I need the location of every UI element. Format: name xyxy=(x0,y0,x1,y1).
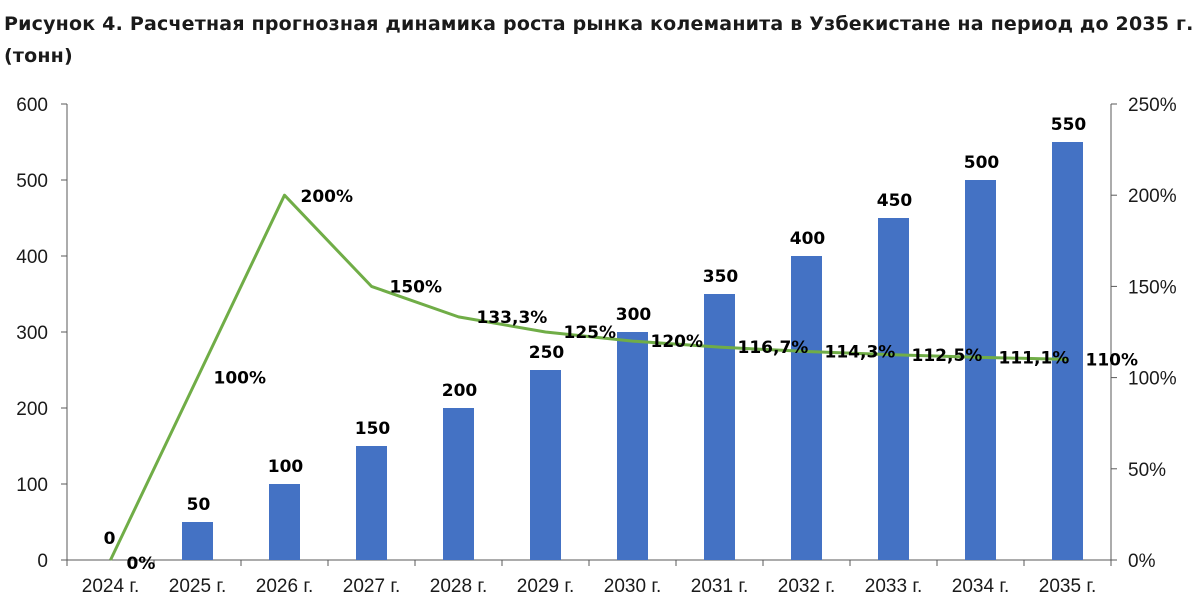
bar-value-label: 50 xyxy=(187,495,211,515)
x-tick-label: 2028 г. xyxy=(430,576,487,597)
y-left-tick-label: 300 xyxy=(16,323,48,344)
bar xyxy=(182,522,213,560)
y-left-tick-label: 200 xyxy=(16,399,48,420)
line-value-label: 150% xyxy=(390,277,443,297)
bar xyxy=(965,180,996,560)
line-value-label: 125% xyxy=(564,323,617,343)
x-tick-label: 2032 г. xyxy=(778,576,835,597)
x-tick-label: 2030 г. xyxy=(604,576,661,597)
x-tick-label: 2033 г. xyxy=(865,576,922,597)
bar-value-label: 450 xyxy=(877,191,913,211)
bar xyxy=(356,446,387,560)
y-right-tick-label: 200% xyxy=(1128,186,1177,207)
line-value-label: 112,5% xyxy=(912,346,983,366)
bar-value-label: 150 xyxy=(355,419,391,439)
y-right-tick-label: 100% xyxy=(1128,369,1177,390)
line-value-label: 116,7% xyxy=(738,338,809,358)
x-tick-label: 2029 г. xyxy=(517,576,574,597)
x-tick-label: 2024 г. xyxy=(82,576,139,597)
bar xyxy=(791,256,822,560)
bar-value-label: 500 xyxy=(964,153,1000,173)
axes: 01002003004005006000%50%100%150%200%250%… xyxy=(16,95,1176,597)
y-left-tick-label: 100 xyxy=(16,475,48,496)
y-right-tick-label: 150% xyxy=(1128,277,1177,298)
bar-value-label: 400 xyxy=(790,229,826,249)
line-value-label: 111,1% xyxy=(999,348,1070,368)
x-tick-label: 2027 г. xyxy=(343,576,400,597)
x-tick-label: 2026 г. xyxy=(256,576,313,597)
y-left-tick-label: 500 xyxy=(16,171,48,192)
bar-value-label: 550 xyxy=(1051,115,1087,135)
growth-line xyxy=(109,193,1068,561)
x-tick-label: 2025 г. xyxy=(169,576,226,597)
y-left-tick-label: 400 xyxy=(16,247,48,268)
chart-title: Рисунок 4. Расчетная прогнозная динамика… xyxy=(4,13,1194,67)
line-series xyxy=(109,193,1068,561)
x-tick-label: 2035 г. xyxy=(1039,576,1096,597)
x-tick-label: 2031 г. xyxy=(691,576,748,597)
line-value-label: 200% xyxy=(301,187,354,207)
y-right-tick-label: 0% xyxy=(1128,551,1156,572)
bar-value-label: 250 xyxy=(529,343,565,363)
line-value-label: 0% xyxy=(127,554,156,574)
bar xyxy=(617,332,648,560)
bar xyxy=(269,484,300,560)
y-left-tick-label: 600 xyxy=(16,95,48,116)
line-value-label: 133,3% xyxy=(477,308,548,328)
y-left-tick-label: 0 xyxy=(37,551,48,572)
bar-series xyxy=(182,142,1083,560)
line-value-label: 100% xyxy=(214,369,267,389)
y-right-tick-label: 250% xyxy=(1128,95,1177,116)
bar xyxy=(530,370,561,560)
bar xyxy=(878,218,909,560)
line-value-label: 110% xyxy=(1086,350,1139,370)
line-value-label: 120% xyxy=(651,332,704,352)
bar-value-label: 350 xyxy=(703,267,739,287)
y-right-tick-label: 50% xyxy=(1128,460,1166,481)
bar xyxy=(1052,142,1083,560)
bar-value-label: 100 xyxy=(268,457,304,477)
data-labels: 0 50 100 150 200 250 300 350 400 450 500 550 0% 100% 2… xyxy=(104,115,1138,574)
bar-value-label: 300 xyxy=(616,305,652,325)
bar-value-label: 0 xyxy=(104,529,116,549)
bar-value-label: 200 xyxy=(442,381,478,401)
x-tick-label: 2034 г. xyxy=(952,576,1009,597)
bar xyxy=(443,408,474,560)
bar xyxy=(704,294,735,560)
line-value-label: 114,3% xyxy=(825,343,896,363)
